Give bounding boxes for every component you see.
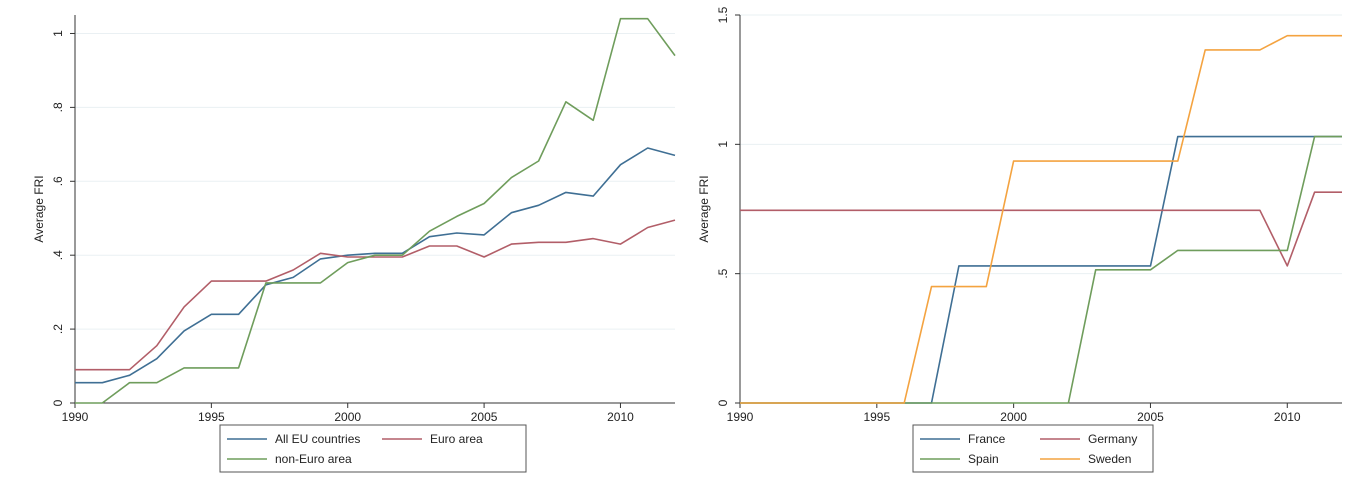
series-line xyxy=(75,219,676,371)
y-tick-label: 1 xyxy=(51,30,65,37)
y-tick-label: .6 xyxy=(51,176,65,186)
legend-box xyxy=(219,424,527,473)
y-axis-label: Average FRI xyxy=(697,175,711,242)
legend-label: Germany xyxy=(1088,432,1137,446)
legend-label: All EU countries xyxy=(275,432,360,446)
y-tick-label: 0 xyxy=(716,399,730,406)
x-tick-label: 1995 xyxy=(863,410,890,424)
series-line xyxy=(740,34,1342,404)
x-tick-label: 2005 xyxy=(471,410,498,424)
x-tick-label: 1990 xyxy=(727,410,754,424)
y-tick-label: 0 xyxy=(51,399,65,406)
y-tick-label: 1.5 xyxy=(716,6,730,23)
series-line xyxy=(740,191,1342,267)
series-line xyxy=(75,17,676,404)
legend-box xyxy=(912,424,1154,473)
y-tick-label: .5 xyxy=(716,268,730,278)
y-tick-label: .2 xyxy=(51,324,65,334)
right-chart: 0 .5 1 1.5 1990 1995 2000 2005 2010 Average FRI Fr… xyxy=(697,6,1342,473)
left-chart: 0 .2 .4 .6 .8 1 1990 1995 2000 2005 2010 Average FR… xyxy=(32,15,676,473)
x-tick-label: 1995 xyxy=(198,410,225,424)
x-tick-label: 2000 xyxy=(334,410,361,424)
x-tick-label: 2000 xyxy=(1000,410,1027,424)
legend-label: Sweden xyxy=(1088,452,1131,466)
y-tick-label: .4 xyxy=(51,250,65,260)
legend-label: Spain xyxy=(968,452,999,466)
x-tick-label: 1990 xyxy=(62,410,89,424)
plot-area xyxy=(75,15,675,403)
series-line xyxy=(75,147,676,384)
y-axis-label: Average FRI xyxy=(32,175,46,242)
legend-label: non-Euro area xyxy=(275,452,352,466)
x-tick-label: 2010 xyxy=(607,410,634,424)
y-tick-label: .8 xyxy=(51,102,65,112)
x-tick-label: 2005 xyxy=(1137,410,1164,424)
plot-area xyxy=(740,15,1342,403)
legend-label: France xyxy=(968,432,1006,446)
legend-label: Euro area xyxy=(430,432,483,446)
y-tick-label: 1 xyxy=(716,141,730,148)
x-tick-label: 2010 xyxy=(1274,410,1301,424)
